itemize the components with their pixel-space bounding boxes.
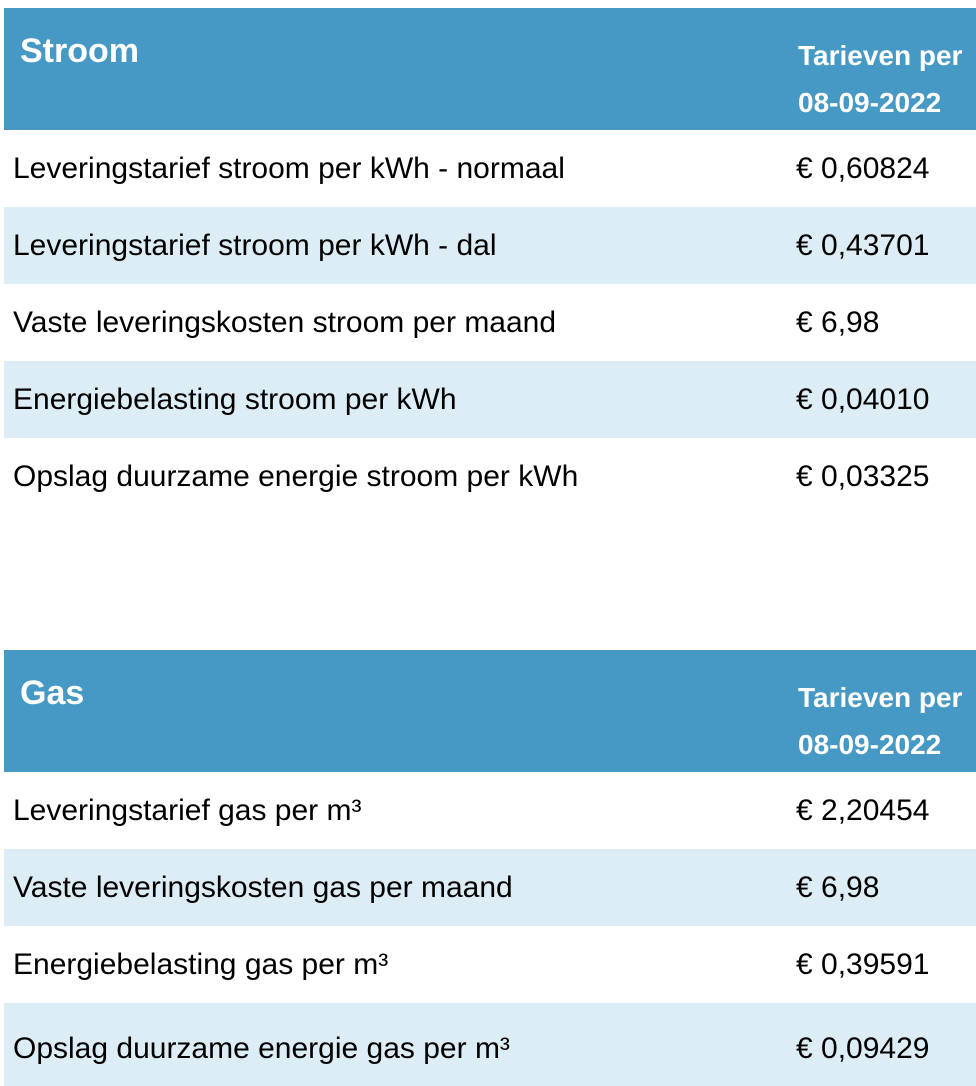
table-row: Energiebelasting stroom per kWh € 0,0401… — [4, 361, 976, 438]
row-label: Leveringstarief stroom per kWh - dal — [13, 228, 497, 262]
table-row: Leveringstarief gas per m³ € 2,20454 — [4, 772, 976, 849]
row-label: Leveringstarief gas per m³ — [13, 793, 362, 827]
row-label: Opslag duurzame energie stroom per kWh — [13, 459, 579, 493]
table-title-text: Gas — [20, 674, 85, 712]
table-row: Leveringstarief stroom per kWh - normaal… — [4, 130, 976, 207]
row-label: Opslag duurzame energie gas per m³ — [13, 1032, 510, 1065]
table-row: Opslag duurzame energie stroom per kWh €… — [4, 438, 976, 515]
row-label: Vaste leveringskosten gas per maand — [13, 870, 513, 904]
table-row: Vaste leveringskosten stroom per maand €… — [4, 284, 976, 361]
tariff-period-label: Tarieven per — [798, 40, 963, 71]
gas-table: Gas Tarieven per 08-09-2022 Leveringstar… — [4, 650, 976, 1086]
row-value: € 6,98 — [796, 305, 880, 339]
tariff-period-date: 08-09-2022 — [798, 87, 942, 118]
stroom-table-title: Stroom — [4, 8, 788, 130]
gas-header-row: Gas Tarieven per 08-09-2022 — [4, 650, 976, 772]
table-row: Opslag duurzame energie gas per m³ € 0,0… — [4, 1003, 976, 1086]
tariff-period-label: Tarieven per — [798, 682, 963, 713]
stroom-tariff-period: Tarieven per 08-09-2022 — [788, 8, 976, 130]
row-label: Vaste leveringskosten stroom per maand — [13, 305, 557, 339]
table-row: Leveringstarief stroom per kWh - dal € 0… — [4, 207, 976, 284]
table-title-text: Stroom — [20, 32, 139, 70]
row-label: Leveringstarief stroom per kWh - normaal — [13, 151, 565, 185]
row-label: Energiebelasting gas per m³ — [13, 947, 389, 981]
stroom-table: Stroom Tarieven per 08-09-2022 Leverings… — [4, 8, 976, 515]
row-value: € 0,60824 — [796, 151, 930, 185]
tariff-period-date: 08-09-2022 — [798, 729, 942, 760]
table-row: Vaste leveringskosten gas per maand € 6,… — [4, 849, 976, 926]
row-value: € 0,39591 — [796, 947, 930, 981]
row-value: € 2,20454 — [796, 793, 930, 827]
gas-tariff-period: Tarieven per 08-09-2022 — [788, 650, 976, 772]
row-value: € 0,03325 — [796, 459, 930, 493]
row-value: € 6,98 — [796, 870, 880, 904]
stroom-header-row: Stroom Tarieven per 08-09-2022 — [4, 8, 976, 130]
row-value: € 0,09429 — [796, 1032, 930, 1065]
row-label: Energiebelasting stroom per kWh — [13, 382, 457, 416]
row-value: € 0,43701 — [796, 228, 930, 262]
table-row: Energiebelasting gas per m³ € 0,39591 — [4, 926, 976, 1003]
row-value: € 0,04010 — [796, 382, 930, 416]
gas-table-title: Gas — [4, 650, 788, 772]
